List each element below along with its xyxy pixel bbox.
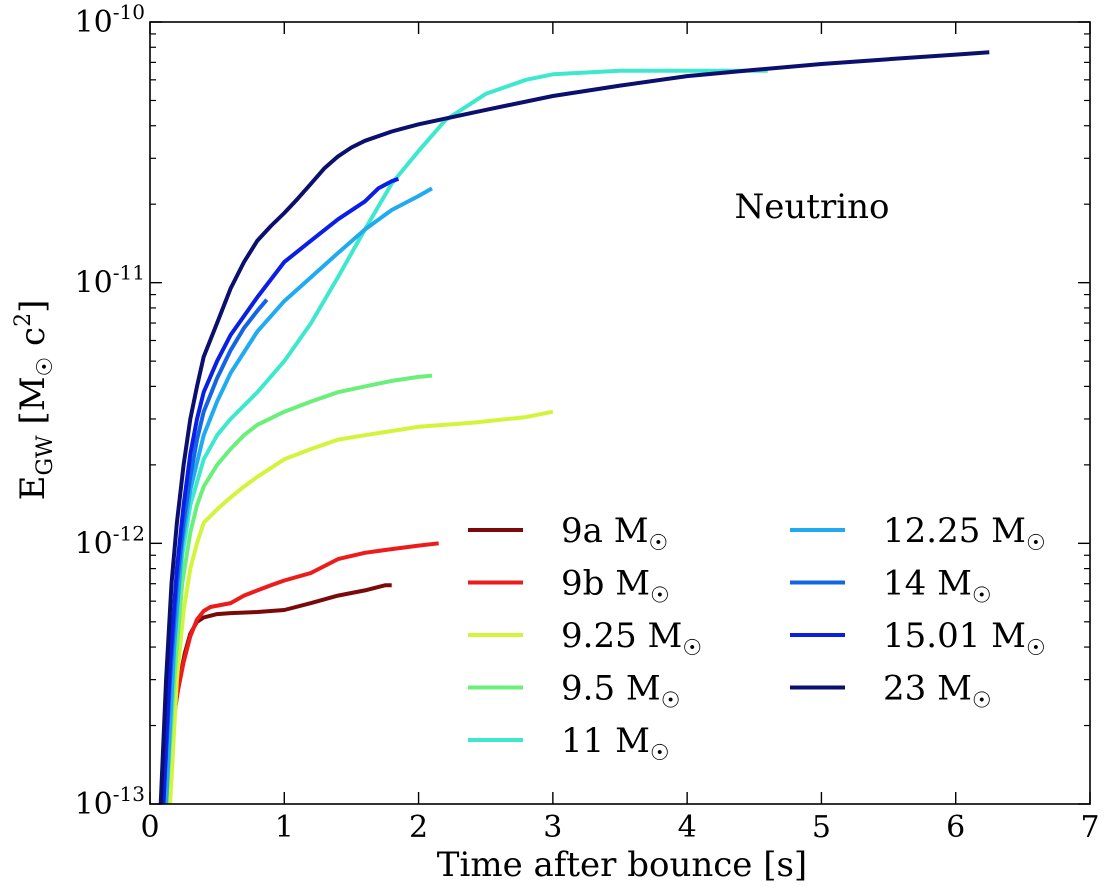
legend-label-4: 11 M☉ bbox=[561, 721, 670, 766]
plot-frame bbox=[149, 21, 1091, 805]
svg-text:EGW [M☉ c2]: EGW [M☉ c2] bbox=[11, 300, 58, 501]
x-tick-label-7: 7 bbox=[1080, 810, 1099, 845]
legend-label-5: 12.25 M☉ bbox=[883, 511, 1046, 556]
x-tick-label-2: 2 bbox=[409, 810, 428, 845]
series-line-1 bbox=[164, 541, 439, 805]
ticks-layer: 0 1 2 3 4 5 6 7 10-10 10-11 10-12 10-13 bbox=[75, 0, 1100, 845]
x-tick-label-3: 3 bbox=[543, 810, 562, 845]
y-tick-label-0: 10-10 bbox=[75, 0, 145, 40]
legend-label-2: 9.25 M☉ bbox=[561, 616, 702, 661]
series-line-5 bbox=[164, 186, 433, 805]
y-axis-title-sub: GW bbox=[33, 435, 58, 476]
y-axis-title-base: E bbox=[13, 476, 53, 501]
x-tick-label-1: 1 bbox=[275, 810, 294, 845]
legend-label-3: 9.5 M☉ bbox=[561, 669, 680, 714]
y-tick-label-1: 10-11 bbox=[75, 261, 145, 301]
legend: 9a M☉ 9b M☉ 9.25 M☉ 9.5 M☉ 11 M☉ 12.25 M☉ 14 M… bbox=[468, 511, 1046, 766]
y-axis-title-unit-c: c bbox=[13, 327, 53, 357]
y-axis-title-unit-open: [M bbox=[13, 376, 53, 435]
x-tick-label-0: 0 bbox=[140, 810, 159, 845]
y-axis-title-sun: ☉ bbox=[33, 357, 58, 377]
y-axis-title: EGW [M☉ c2] bbox=[11, 300, 58, 501]
series-line-7 bbox=[161, 177, 400, 805]
annotation-neutrino: Neutrino bbox=[735, 187, 890, 227]
legend-label-8: 23 M☉ bbox=[883, 669, 992, 714]
series-line-3 bbox=[164, 373, 433, 805]
x-tick-label-6: 6 bbox=[946, 810, 965, 845]
series-line-4 bbox=[164, 68, 768, 805]
series-line-2 bbox=[168, 409, 554, 805]
x-tick-label-5: 5 bbox=[812, 810, 831, 845]
y-tick-label-2: 10-12 bbox=[75, 521, 145, 561]
x-tick-label-4: 4 bbox=[678, 810, 697, 845]
y-tick-label-3: 10-13 bbox=[75, 782, 145, 822]
y-axis-title-exp: 2 bbox=[11, 313, 36, 327]
legend-label-0: 9a M☉ bbox=[561, 511, 668, 556]
legend-label-6: 14 M☉ bbox=[883, 564, 992, 609]
series-line-8 bbox=[158, 50, 990, 805]
legend-label-1: 9b M☉ bbox=[561, 564, 670, 609]
x-axis-title: Time after bounce [s] bbox=[437, 845, 807, 885]
series-layer bbox=[158, 50, 990, 805]
legend-label-7: 15.01 M☉ bbox=[883, 616, 1046, 661]
y-axis-title-unit-close: ] bbox=[13, 300, 53, 313]
